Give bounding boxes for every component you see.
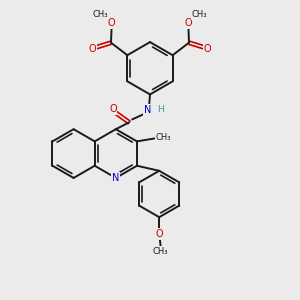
Text: CH₃: CH₃ — [93, 10, 108, 19]
Text: CH₃: CH₃ — [192, 10, 207, 19]
Text: O: O — [184, 18, 192, 28]
Text: N: N — [112, 173, 119, 183]
Text: H: H — [157, 105, 164, 114]
Text: O: O — [108, 18, 116, 28]
Text: O: O — [89, 44, 96, 54]
Text: N: N — [144, 105, 151, 115]
Text: O: O — [155, 229, 163, 239]
Text: CH₃: CH₃ — [153, 247, 169, 256]
Text: O: O — [204, 44, 211, 54]
Text: O: O — [109, 104, 117, 114]
Text: CH₃: CH₃ — [155, 133, 171, 142]
